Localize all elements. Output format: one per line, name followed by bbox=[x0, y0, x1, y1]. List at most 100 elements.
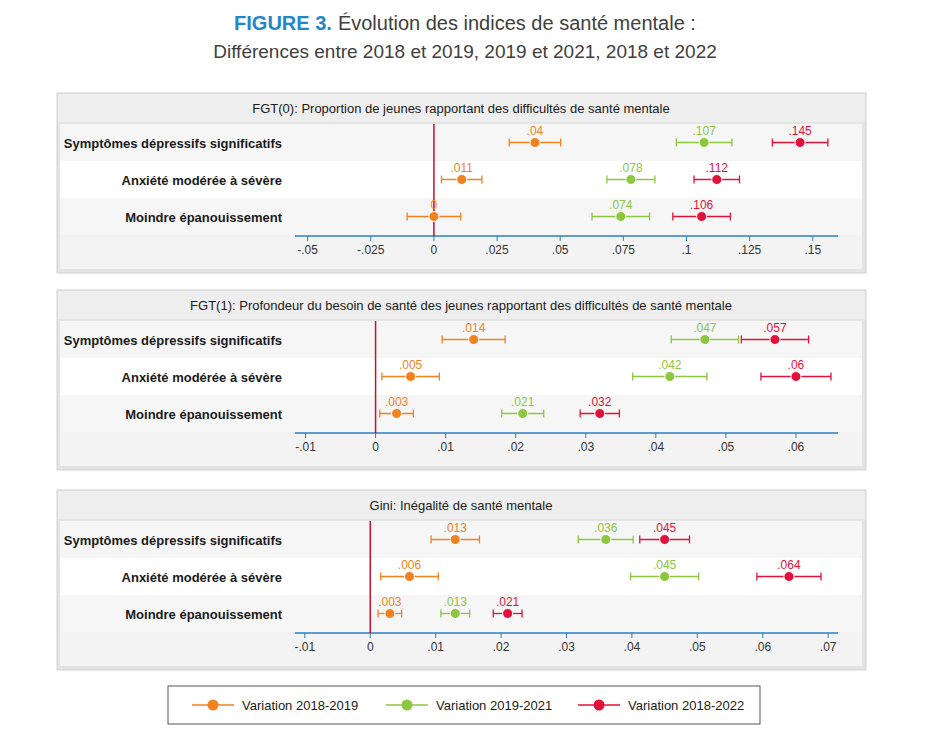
x-tick bbox=[370, 236, 371, 241]
error-bar-cap bbox=[591, 213, 592, 221]
error-bar-cap bbox=[521, 610, 522, 618]
x-tick bbox=[433, 236, 434, 241]
legend-item: Variation 2019-2021 bbox=[386, 698, 552, 713]
error-bar bbox=[407, 213, 461, 221]
legend-label: Variation 2018-2022 bbox=[628, 698, 744, 713]
error-bar-cap bbox=[639, 536, 640, 544]
point bbox=[712, 175, 722, 185]
error-bar-cap bbox=[380, 573, 381, 581]
category-label: Symptômes dépressifs significatifs bbox=[64, 333, 282, 348]
row-band bbox=[60, 358, 862, 395]
error-bar-cap bbox=[689, 536, 690, 544]
point bbox=[660, 572, 670, 582]
error-bar bbox=[441, 176, 481, 184]
error-bar-cap bbox=[505, 336, 506, 344]
data-label: .145 bbox=[788, 124, 812, 138]
panel-title: Gini: Inégalité de santé mentale bbox=[370, 498, 553, 513]
row-band bbox=[60, 198, 862, 235]
error-bar-cap bbox=[649, 213, 650, 221]
x-tick bbox=[370, 633, 371, 638]
error-bar-cap bbox=[578, 536, 579, 544]
x-tick bbox=[304, 633, 305, 638]
error-bar-cap bbox=[509, 139, 510, 147]
data-label: .074 bbox=[609, 198, 633, 212]
data-label: .112 bbox=[706, 161, 729, 175]
x-tick bbox=[749, 236, 750, 241]
x-tick bbox=[375, 433, 376, 438]
error-bar-cap bbox=[693, 176, 694, 184]
point bbox=[770, 335, 780, 345]
point bbox=[626, 175, 636, 185]
error-bar-cap bbox=[633, 536, 634, 544]
point bbox=[784, 572, 794, 582]
data-label: .042 bbox=[658, 358, 682, 372]
data-label: .005 bbox=[399, 358, 423, 372]
x-tick-label: 0 bbox=[367, 640, 374, 654]
error-bar bbox=[757, 573, 821, 581]
figure-label: FIGURE 3. bbox=[234, 12, 332, 34]
reference-line bbox=[369, 521, 371, 633]
category-label: Anxiété modérée à sévère bbox=[122, 173, 282, 188]
x-tick-label: .15 bbox=[804, 243, 821, 257]
x-tick bbox=[497, 236, 498, 241]
figure-title-text: Évolution des indices de santé mentale : bbox=[338, 12, 696, 34]
x-tick-label: .075 bbox=[612, 243, 636, 257]
figure: FIGURE 3. Évolution des indices de santé … bbox=[0, 0, 930, 746]
x-tick bbox=[305, 433, 306, 438]
x-tick-label: -.01 bbox=[294, 640, 315, 654]
panel-header bbox=[58, 491, 865, 519]
error-bar bbox=[761, 373, 831, 381]
point bbox=[795, 138, 805, 148]
error-bar bbox=[578, 536, 633, 544]
x-tick-label: 0 bbox=[431, 243, 438, 257]
error-bar-cap bbox=[460, 213, 461, 221]
error-bar-cap bbox=[377, 610, 378, 618]
panel-header bbox=[58, 94, 865, 122]
point bbox=[469, 335, 479, 345]
panel: FGT(0): Proportion de jeunes rapportant … bbox=[57, 93, 866, 273]
legend-item: Variation 2018-2019 bbox=[192, 698, 358, 713]
error-bar-cap bbox=[430, 536, 431, 544]
x-axis-line bbox=[295, 235, 838, 237]
error-bar bbox=[378, 610, 402, 618]
x-tick-label: .04 bbox=[647, 440, 664, 454]
data-label: .014 bbox=[462, 321, 486, 335]
point bbox=[457, 175, 467, 185]
row-band bbox=[60, 124, 862, 161]
x-tick bbox=[631, 633, 632, 638]
x-tick-label: .06 bbox=[788, 440, 805, 454]
error-bar bbox=[502, 410, 544, 418]
x-tick-label: .04 bbox=[624, 640, 641, 654]
x-tick bbox=[501, 633, 502, 638]
row-band bbox=[60, 161, 862, 198]
point bbox=[697, 212, 707, 222]
data-label: .021 bbox=[496, 595, 520, 609]
error-bar-cap bbox=[438, 573, 439, 581]
x-tick bbox=[795, 433, 796, 438]
error-bar-cap bbox=[739, 176, 740, 184]
x-tick bbox=[566, 633, 567, 638]
error-bar-cap bbox=[501, 410, 502, 418]
error-bar-cap bbox=[413, 410, 414, 418]
data-label: .045 bbox=[653, 521, 677, 535]
error-bar-cap bbox=[481, 176, 482, 184]
x-tick-label: .025 bbox=[485, 243, 509, 257]
row-band bbox=[60, 595, 862, 632]
plot-background bbox=[60, 124, 862, 269]
error-bar-cap bbox=[772, 139, 773, 147]
error-bar-cap bbox=[738, 336, 739, 344]
error-bar-cap bbox=[830, 373, 831, 381]
point bbox=[392, 409, 402, 419]
error-bar-cap bbox=[827, 139, 828, 147]
error-bar-cap bbox=[808, 336, 809, 344]
x-tick-label: .02 bbox=[493, 640, 510, 654]
x-tick-label: .05 bbox=[552, 243, 569, 257]
x-tick-label: -.05 bbox=[297, 243, 318, 257]
data-label: .04 bbox=[527, 124, 544, 138]
x-tick-label: .02 bbox=[507, 440, 524, 454]
data-label: .047 bbox=[693, 321, 717, 335]
panel-background bbox=[57, 93, 866, 273]
x-tick-label: .03 bbox=[577, 440, 594, 454]
point bbox=[601, 535, 611, 545]
figure-subtitle: Différences entre 2018 et 2019, 2019 et … bbox=[213, 41, 717, 62]
